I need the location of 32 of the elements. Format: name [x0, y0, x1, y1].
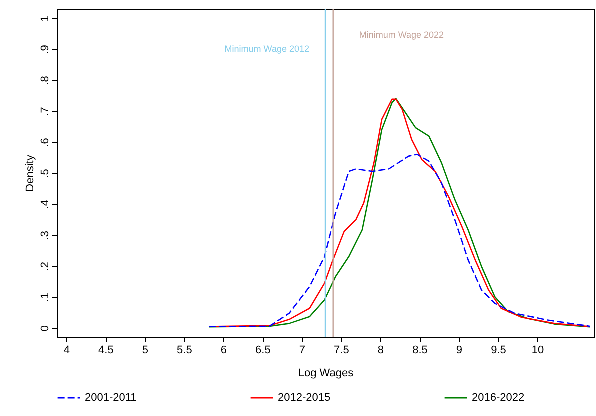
- x-tick-label: 9: [456, 344, 463, 356]
- x-tick-label: 5: [142, 344, 148, 356]
- ref-line-label: Minimum Wage 2012: [224, 44, 310, 54]
- legend-label: 2012-2015: [278, 392, 331, 404]
- x-tick-label: 5.5: [177, 344, 192, 356]
- y-axis-title: Density: [24, 154, 36, 192]
- y-tick-label: 1: [40, 16, 52, 22]
- y-tick-label: .7: [40, 107, 52, 116]
- legend-label: 2001-2011: [85, 392, 137, 404]
- x-tick-label: 4: [64, 344, 70, 356]
- y-tick-label: .9: [40, 45, 52, 54]
- y-tick-label: .1: [40, 292, 52, 302]
- x-tick-label: 7.5: [334, 344, 350, 356]
- x-tick-label: 8: [378, 344, 384, 356]
- y-tick-label: .3: [40, 231, 52, 240]
- x-tick-label: 10: [532, 344, 544, 356]
- x-tick-label: 8.5: [412, 344, 428, 356]
- x-tick-label: 7: [299, 344, 306, 356]
- y-tick-label: .2: [40, 262, 52, 272]
- x-tick-label: 9.5: [491, 344, 506, 356]
- x-axis-title: Log Wages: [298, 368, 354, 380]
- ref-line-label: Minimum Wage 2022: [359, 30, 444, 40]
- line-series: [208, 154, 591, 328]
- x-tick-label: 6.5: [256, 344, 271, 356]
- y-tick-label: .5: [40, 169, 52, 178]
- y-tick-label: .8: [40, 76, 52, 86]
- x-tick-label: 4.5: [98, 344, 114, 356]
- y-tick-label: .4: [40, 200, 52, 210]
- x-tick-label: 6: [220, 344, 227, 356]
- y-tick-label: 0: [40, 325, 52, 332]
- legend-label: 2016-2022: [472, 392, 525, 404]
- y-tick-label: .6: [40, 138, 52, 148]
